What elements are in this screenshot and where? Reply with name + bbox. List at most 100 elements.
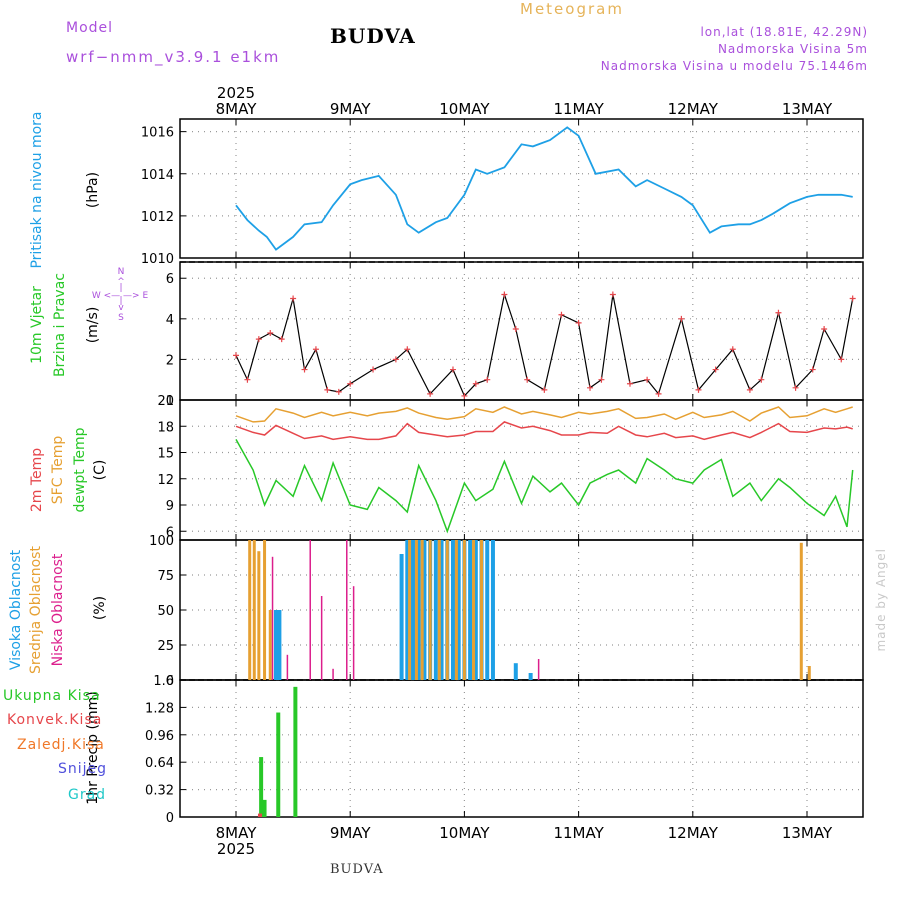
high-cloud-bar: [399, 554, 404, 680]
wind-speed-marker: [472, 380, 479, 387]
temperature-tick-label: 6: [166, 525, 174, 540]
low-cloud-bar: [352, 586, 355, 680]
bottom-date-label: 10MAY: [439, 824, 490, 842]
wind-speed-marker: [626, 380, 633, 387]
high-cloud-bar: [277, 610, 282, 680]
pressure-tick-label: 1014: [141, 168, 174, 183]
wind-compass-glyph: N: [118, 267, 125, 277]
high-cloud-bar: [422, 540, 427, 680]
top-date-label: 8MAY: [216, 100, 258, 118]
high-cloud-bar: [411, 540, 416, 680]
low-cloud-bar: [332, 668, 334, 680]
low-cloud-bar: [309, 540, 311, 680]
mid-cloud-bar: [263, 540, 267, 680]
model-altitude-label: Nadmorska Visina u modelu 75.1446m: [600, 59, 868, 73]
pressure-tick-label: 1016: [141, 126, 174, 141]
temp-unit-label: (C): [92, 460, 108, 481]
temperature-frame: [179, 399, 864, 541]
meteogram-title: Meteogram: [520, 0, 624, 18]
top-year-label: 2025: [217, 84, 255, 102]
wind-speed-marker: [695, 386, 702, 393]
pressure-frame: [179, 118, 864, 259]
high-cloud-bar: [473, 540, 478, 680]
wind-speed-marker: [655, 390, 662, 397]
high-cloud-bar: [439, 540, 444, 680]
wind-speed-marker: [347, 380, 354, 387]
high-cloud-bar: [528, 673, 533, 680]
wind-speed-marker: [558, 311, 565, 318]
wind-speed-marker: [244, 376, 251, 383]
wind-speed-marker: [290, 295, 297, 302]
wind-speed-marker: [598, 376, 605, 383]
mid-cloud-bar: [445, 540, 449, 680]
temp-sfc-axis-title: SFC Temp: [50, 436, 66, 505]
wind-speed-line: [235, 292, 854, 397]
mid-cloud-bar: [472, 540, 476, 680]
precip-frame: [179, 679, 864, 818]
precip-tick-label: 0.96: [145, 729, 174, 744]
mid-cloud-bar: [428, 540, 432, 680]
wind-speed-marker: [792, 384, 799, 391]
precip-tick-label: 1.28: [145, 701, 174, 716]
wind-speed-marker: [809, 366, 816, 373]
temp-2m-axis-title: 2m Temp: [29, 448, 45, 512]
low-cloud-bar: [271, 556, 274, 680]
wind-speed-marker: [370, 366, 377, 373]
bottom-date-label: 9MAY: [330, 824, 372, 842]
wind-tick-label: 0: [166, 394, 174, 409]
bottom-year-label: 2025: [217, 840, 255, 858]
bottom-date-label: 12MAY: [668, 824, 719, 842]
high-cloud-bar: [485, 540, 490, 680]
top-date-label: 10MAY: [439, 100, 490, 118]
temperature-tick-label: 12: [157, 473, 174, 488]
total-rain-bar: [262, 799, 267, 817]
wind-speed-marker: [267, 330, 274, 337]
top-date-label: 9MAY: [330, 100, 372, 118]
cloud-tick-label: 50: [157, 604, 174, 619]
wind-speed-marker: [392, 356, 399, 363]
model-name: wrf−nmm_v3.9.1 e1km: [66, 48, 281, 66]
wind-speed-marker: [461, 392, 468, 399]
wind-speed-marker: [301, 366, 308, 373]
wind-compass-glyph: v: [118, 303, 124, 313]
mid-cloud-bar: [252, 540, 256, 680]
precip-tick-label: 1.6: [153, 674, 174, 689]
top-date-label: 12MAY: [668, 100, 719, 118]
wind-speed-marker: [484, 376, 491, 383]
cloud-tick-label: 100: [149, 534, 174, 549]
mid-cloud-bar: [454, 540, 458, 680]
wind-speed-marker: [541, 386, 548, 393]
high-cloud-bar: [433, 540, 438, 680]
legend-hail: Grad: [68, 787, 106, 803]
low-cloud-bar: [537, 659, 540, 680]
total-rain-bar: [276, 712, 281, 817]
pressure-line: [235, 126, 853, 251]
wind-axis-subtitle: Brzina i Pravac: [52, 273, 68, 377]
wind-speed-marker: [678, 315, 685, 322]
dewpt-axis-title: dewpt Temp: [72, 427, 88, 512]
mid-cloud-bar: [799, 542, 803, 680]
convective-rain-bar: [257, 813, 262, 817]
mid-cloud-axis-title: Srednja Oblacnost: [28, 546, 44, 674]
precip-tick-label: 0: [166, 811, 174, 826]
legend-freezing-rain: Zaledj.Kisa: [17, 737, 105, 753]
total-rain-bar: [293, 686, 298, 817]
wind-compass-glyph: ^: [117, 277, 125, 287]
temperature-tick-label: 21: [157, 394, 174, 409]
mid-cloud-bar: [437, 540, 441, 680]
high-cloud-bar: [450, 540, 455, 680]
wind-tick-label: 6: [166, 272, 174, 287]
wind-speed-marker: [255, 336, 262, 343]
temperature-tick-label: 18: [157, 420, 174, 435]
wind-speed-marker: [233, 352, 239, 359]
wind-tick-label: 2: [166, 353, 174, 368]
wind-speed-marker: [278, 336, 285, 343]
top-date-label: 11MAY: [553, 100, 604, 118]
precip-tick-label: 0.64: [145, 756, 174, 771]
high-cloud-bar: [490, 540, 495, 680]
pressure-axis-title: Pritisak na nivou mora: [29, 111, 45, 268]
low-cloud-bar: [320, 596, 323, 680]
wind-speed-marker: [512, 325, 519, 332]
cloud-tick-label: 75: [157, 569, 174, 584]
